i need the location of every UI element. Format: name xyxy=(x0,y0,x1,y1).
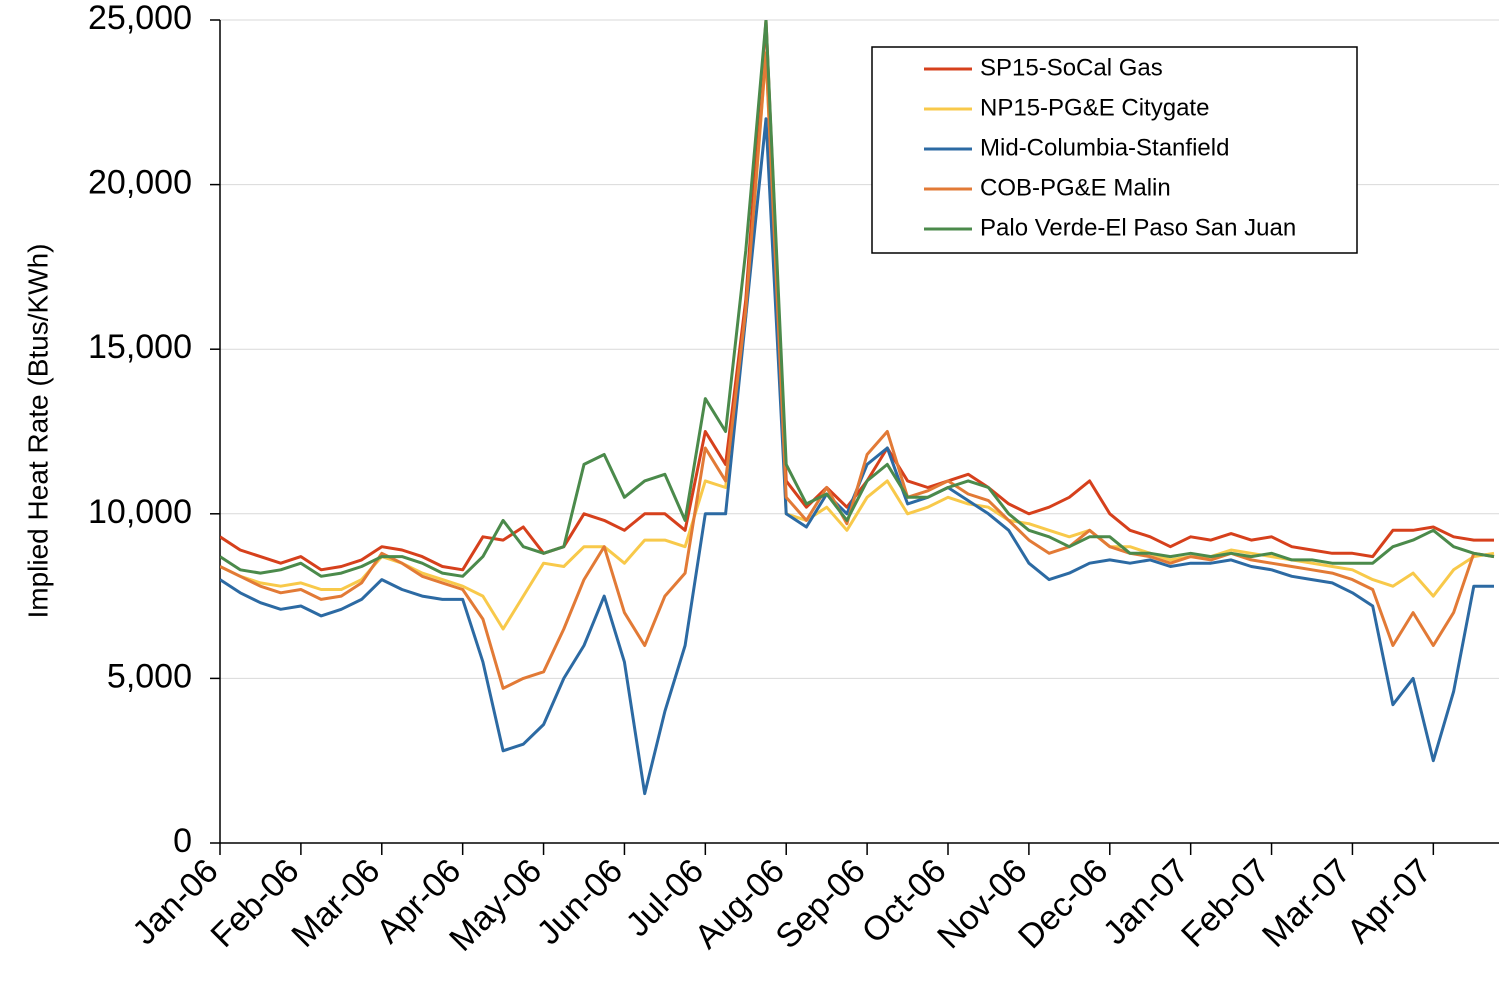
y-tick-label: 10,000 xyxy=(88,493,192,531)
legend-label: NP15-PG&E Citygate xyxy=(980,94,1209,121)
x-tick-label: Sep-06 xyxy=(768,852,872,956)
y-tick-label: 0 xyxy=(173,822,192,860)
plot-area xyxy=(220,20,1495,796)
series-line xyxy=(220,51,1495,631)
x-tick-label: Feb-06 xyxy=(203,852,306,955)
y-tick-label: 15,000 xyxy=(88,328,192,366)
x-tick-label: Feb-07 xyxy=(1174,852,1277,955)
legend-label: Palo Verde-El Paso San Juan xyxy=(980,214,1296,241)
series-line xyxy=(220,20,1495,578)
y-tick-label: 5,000 xyxy=(107,657,192,695)
x-tick-label: Dec-06 xyxy=(1011,852,1115,956)
y-tick-label: 20,000 xyxy=(88,164,192,202)
x-tick-label: Jan-07 xyxy=(1096,852,1196,952)
y-tick-label: 25,000 xyxy=(88,0,192,37)
legend-label: COB-PG&E Malin xyxy=(980,174,1171,201)
x-tick-label: Apr-07 xyxy=(1340,852,1439,951)
x-tick-label: May-06 xyxy=(442,852,549,959)
x-tick-label: Mar-07 xyxy=(1255,852,1358,955)
series-line xyxy=(220,51,1495,690)
y-axis-label: Implied Heat Rate (Btus/KWh) xyxy=(22,243,53,618)
legend-label: SP15-SoCal Gas xyxy=(980,54,1163,81)
x-tick-label: Jun-06 xyxy=(530,852,630,952)
x-tick-label: Nov-06 xyxy=(930,852,1034,956)
x-tick-label: Aug-06 xyxy=(687,852,791,956)
legend-label: Mid-Columbia-Stanfield xyxy=(980,134,1229,161)
x-tick-label: Jan-06 xyxy=(125,852,225,952)
x-tick-label: Mar-06 xyxy=(284,852,387,955)
